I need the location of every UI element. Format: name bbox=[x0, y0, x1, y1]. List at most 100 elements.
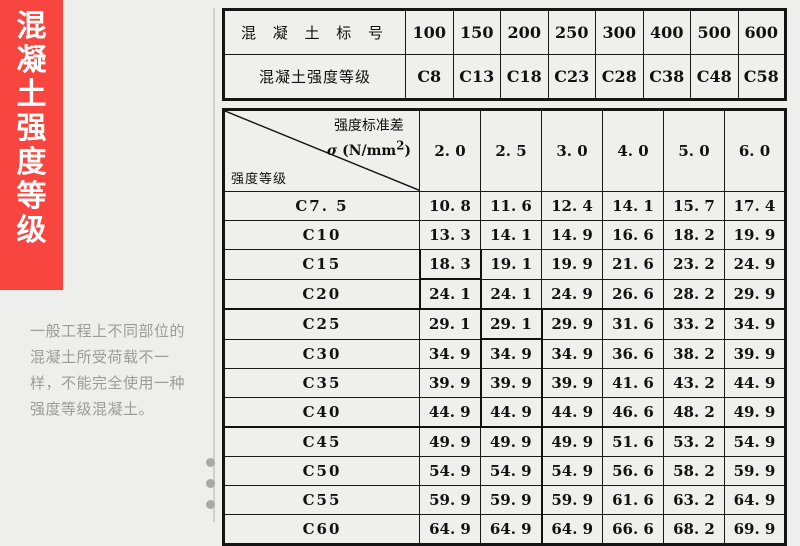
table-header-row: 强度标准差 σ (N/mm2) 强度等级 2. 0 2. 5 3. 0 4. 0… bbox=[223, 109, 786, 192]
cell: C48 bbox=[690, 54, 739, 100]
cell: 53. 2 bbox=[663, 426, 725, 457]
cell: C13 bbox=[452, 54, 501, 100]
deviation-symbol: σ (N/mm2) bbox=[326, 138, 411, 159]
vertical-title-banner: 混 凝 土 强 度 等 级 bbox=[0, 0, 63, 290]
column-header: 5. 0 bbox=[663, 109, 725, 192]
cell: 51. 6 bbox=[602, 426, 664, 457]
cell: C18 bbox=[500, 54, 549, 100]
row-header-label: 混凝土强度等级 bbox=[223, 54, 406, 100]
table-row: C20 24. 1 24. 1 24. 9 26. 6 28. 2 29. 9 bbox=[223, 278, 786, 310]
row-grade-label: C10 bbox=[223, 220, 420, 250]
column-header: 2. 0 bbox=[419, 109, 481, 192]
cell: 400 bbox=[642, 9, 691, 55]
cell: 150 bbox=[452, 9, 501, 55]
banner-char: 度 bbox=[16, 145, 47, 180]
cell: 64. 9 bbox=[724, 485, 786, 515]
column-header: 2. 5 bbox=[480, 109, 542, 192]
cell: 58. 2 bbox=[663, 456, 725, 486]
cell: 39. 9 bbox=[479, 368, 543, 398]
decorative-dot-icon bbox=[206, 500, 215, 509]
cell: 54. 9 bbox=[724, 426, 786, 457]
diagonal-line-icon bbox=[225, 111, 419, 191]
cell: 29. 1 bbox=[479, 308, 543, 340]
row-grade-label: C7. 5 bbox=[223, 191, 420, 221]
cell: 63. 2 bbox=[663, 485, 725, 515]
table-row: 混凝土强度等级 C8 C13 C18 C23 C28 C38 C48 C58 bbox=[223, 54, 786, 100]
cell: 19. 9 bbox=[541, 249, 603, 280]
cell: 39. 9 bbox=[541, 368, 603, 398]
cell: 61. 6 bbox=[602, 485, 664, 515]
vertical-divider bbox=[213, 8, 215, 522]
cell: 44. 9 bbox=[541, 397, 603, 428]
cell: 33. 2 bbox=[663, 308, 725, 340]
cell: C28 bbox=[595, 54, 644, 100]
banner-char: 强 bbox=[16, 111, 47, 146]
table-row: C45 49. 9 49. 9 49. 9 51. 6 53. 2 54. 9 bbox=[223, 426, 786, 457]
cell: 200 bbox=[500, 9, 549, 55]
cell: 26. 6 bbox=[602, 278, 664, 310]
row-grade-label: C25 bbox=[223, 308, 420, 340]
cell: 34. 9 bbox=[419, 338, 481, 369]
cell: 59. 9 bbox=[419, 485, 481, 515]
cell: 600 bbox=[737, 9, 786, 55]
table-row: C40 44. 9 44. 9 44. 9 46. 6 48. 2 49. 9 bbox=[223, 397, 786, 428]
cell: 24. 9 bbox=[541, 278, 603, 310]
cell: 54. 9 bbox=[541, 456, 603, 486]
cell: C58 bbox=[737, 54, 786, 100]
table-row: C7. 5 10. 8 11. 6 12. 4 14. 1 15. 7 17. … bbox=[223, 191, 786, 221]
cell: 54. 9 bbox=[480, 456, 543, 486]
cell: 18. 2 bbox=[663, 220, 725, 250]
cell: 17. 4 bbox=[724, 191, 786, 221]
cell: 59. 9 bbox=[541, 485, 603, 515]
cell: 16. 6 bbox=[602, 220, 664, 250]
cell: 44. 9 bbox=[419, 397, 481, 428]
cell: 49. 9 bbox=[419, 426, 481, 457]
table-row: C15 18. 3 19. 1 19. 9 21. 6 23. 2 24. 9 bbox=[223, 249, 786, 280]
row-grade-label: C50 bbox=[223, 456, 420, 486]
cell: 28. 2 bbox=[663, 278, 725, 310]
cell: 13. 3 bbox=[419, 220, 481, 250]
cell: 34. 9 bbox=[541, 338, 603, 369]
row-header-label: 混 凝 土 标 号 bbox=[223, 9, 406, 55]
diagonal-header-cell: 强度标准差 σ (N/mm2) 强度等级 bbox=[223, 109, 420, 192]
cell: 29. 9 bbox=[724, 278, 786, 310]
cell: C23 bbox=[547, 54, 596, 100]
cell: 19. 1 bbox=[480, 249, 542, 280]
cell: 10. 8 bbox=[419, 191, 481, 221]
cell: 14. 1 bbox=[602, 191, 664, 221]
cell: 49. 9 bbox=[480, 426, 543, 457]
cell: 24. 1 bbox=[480, 278, 542, 310]
decorative-dot-icon bbox=[206, 479, 215, 488]
cell: 18. 3 bbox=[418, 249, 482, 280]
table-row: C55 59. 9 59. 9 59. 9 61. 6 63. 2 64. 9 bbox=[223, 485, 786, 515]
row-grade-label: C40 bbox=[223, 397, 420, 428]
row-grade-label: C30 bbox=[223, 338, 420, 369]
cell: 39. 9 bbox=[724, 338, 786, 369]
description-paragraph: 一般工程上不同部位的混凝土所受荷载不一样，不能完全使用一种强度等级混凝土。 bbox=[30, 322, 186, 418]
cell: 500 bbox=[690, 9, 739, 55]
row-grade-label: C45 bbox=[223, 426, 420, 457]
table-row: C30 34. 9 34. 9 34. 9 36. 6 38. 2 39. 9 bbox=[223, 338, 786, 369]
cell: 300 bbox=[595, 9, 644, 55]
cell: 59. 9 bbox=[724, 456, 786, 486]
table-row: C50 54. 9 54. 9 54. 9 56. 6 58. 2 59. 9 bbox=[223, 456, 786, 486]
banner-char: 混 bbox=[16, 9, 47, 44]
corner-bottom-left-label: 强度等级 bbox=[231, 172, 288, 187]
cell: 29. 9 bbox=[541, 308, 603, 340]
column-header: 6. 0 bbox=[724, 109, 786, 192]
banner-char: 凝 bbox=[16, 43, 47, 78]
cell: 24. 1 bbox=[418, 278, 482, 310]
cell: 11. 6 bbox=[480, 191, 542, 221]
cell: C8 bbox=[405, 54, 454, 100]
cell: 34. 9 bbox=[479, 338, 543, 369]
table-row: C25 29. 1 29. 1 29. 9 31. 6 33. 2 34. 9 bbox=[223, 308, 786, 340]
table-row: 混 凝 土 标 号 100 150 200 250 300 400 500 60… bbox=[223, 9, 786, 55]
cell: 56. 6 bbox=[602, 456, 664, 486]
banner-title-text: 混 凝 土 强 度 等 级 bbox=[0, 10, 63, 248]
cell: 49. 9 bbox=[724, 397, 786, 428]
cell: 12. 4 bbox=[541, 191, 603, 221]
cell: 15. 7 bbox=[663, 191, 725, 221]
grade-mapping-table: 混 凝 土 标 号 100 150 200 250 300 400 500 60… bbox=[222, 8, 787, 101]
cell: 34. 9 bbox=[724, 308, 786, 340]
table-row: C35 39. 9 39. 9 39. 9 41. 6 43. 2 44. 9 bbox=[223, 368, 786, 398]
